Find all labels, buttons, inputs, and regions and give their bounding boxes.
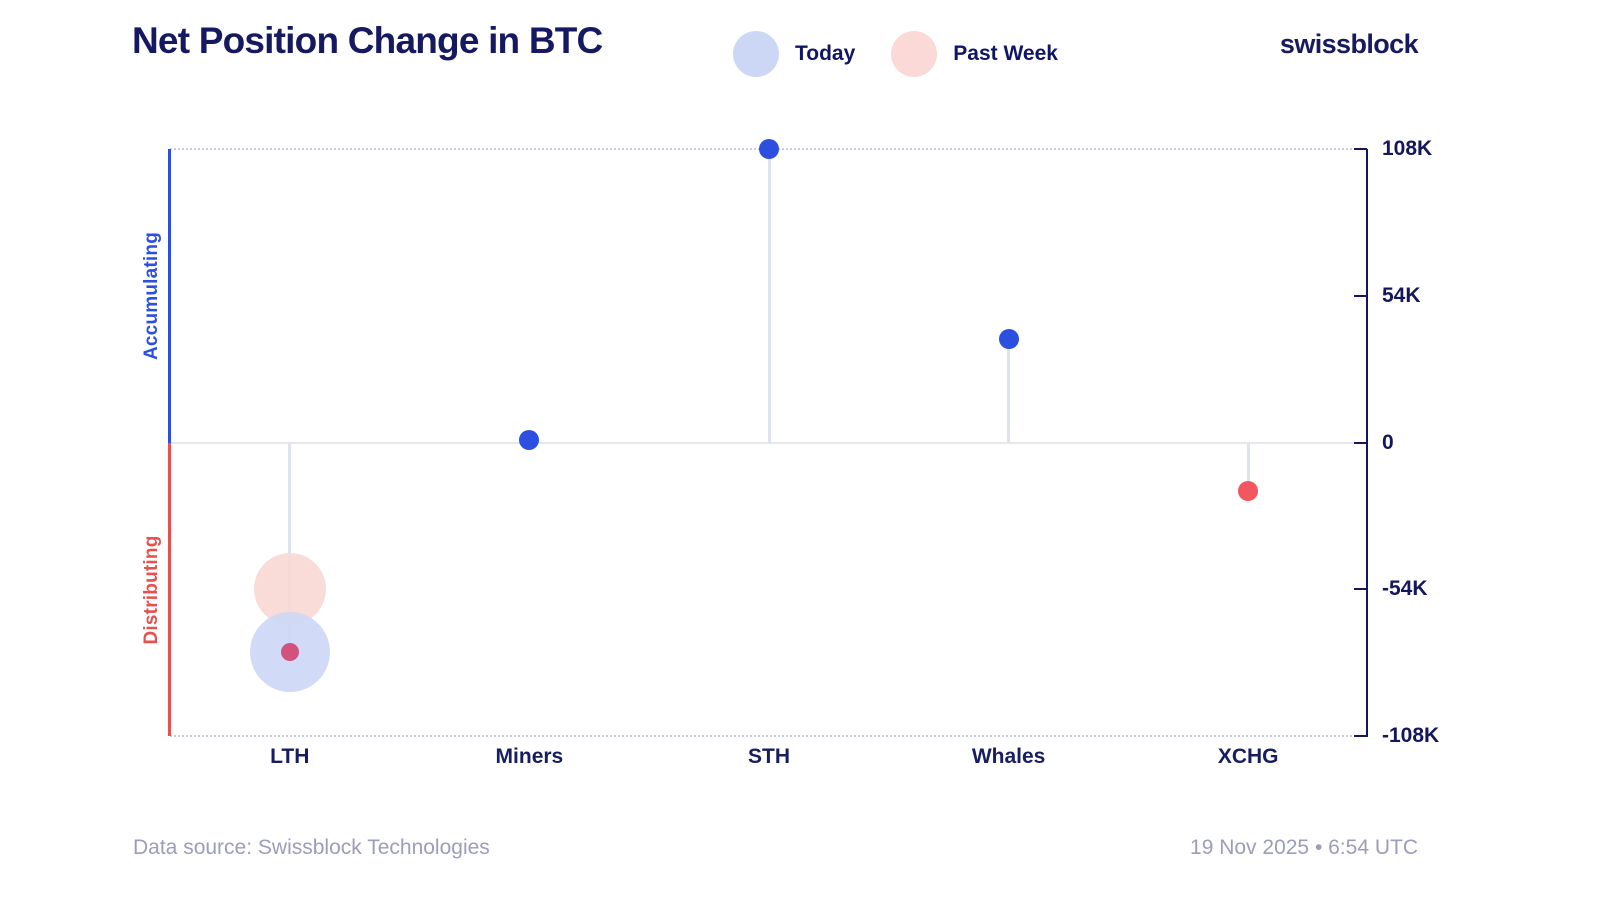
x-axis-label-sth: STH <box>747 745 790 768</box>
zero-line <box>170 442 1368 444</box>
legend-item-today: Today <box>733 31 855 77</box>
left-axis-distributing-segment <box>168 443 171 736</box>
y-axis-tick-label: 108K <box>1382 137 1433 160</box>
past-week-swatch-icon <box>891 31 938 77</box>
y-axis-tick-label: 54K <box>1382 283 1421 307</box>
y-axis-tick <box>1354 735 1367 737</box>
y-axis-tick <box>1354 148 1367 150</box>
legend: Today Past Week <box>733 31 1058 77</box>
swissblock-logo: swissblock <box>1279 29 1419 59</box>
y-axis-tick-label: 0 <box>1382 430 1394 454</box>
y-axis-tick-label: -108K <box>1382 724 1440 747</box>
lollipop-stem <box>767 149 771 443</box>
y-axis-tick <box>1354 294 1367 297</box>
lollipop-stem <box>1246 442 1250 492</box>
lollipop-stem <box>1007 339 1011 443</box>
data-source-text: Data source: Swissblock Technologies <box>133 836 490 859</box>
value-dot-whales <box>998 329 1019 350</box>
lollipop-stem <box>288 442 292 652</box>
x-axis-label-lth: LTH <box>270 745 310 768</box>
right-y-axis <box>1366 149 1368 737</box>
y-axis-tick <box>1354 441 1367 444</box>
gridline-min <box>170 735 1352 737</box>
x-axis-label-whales: Whales <box>971 745 1046 768</box>
y-axis-tick <box>1354 588 1367 591</box>
x-axis-labels: LTH Miners STH Whales XCHG <box>170 745 1368 769</box>
left-axis-accumulating-segment <box>168 149 171 443</box>
timestamp-text: 19 Nov 2025 • 6:54 UTC <box>1190 836 1418 859</box>
accumulating-label: Accumulating <box>141 231 162 361</box>
legend-item-past-week: Past Week <box>891 31 1058 77</box>
x-axis-label-xchg: XCHG <box>1217 745 1279 768</box>
y-axis-tick-label: -54K <box>1382 577 1428 601</box>
distributing-label: Distributing <box>141 535 162 645</box>
legend-label-today: Today <box>795 42 856 65</box>
chart-title: Net Position Change in BTC <box>132 20 603 61</box>
value-dot-xchg <box>1238 481 1259 502</box>
value-dot-lth <box>280 642 299 661</box>
value-dot-sth <box>759 139 779 159</box>
x-axis-label-miners: Miners <box>495 745 564 768</box>
today-swatch-icon <box>733 31 779 77</box>
legend-label-past-week: Past Week <box>953 42 1058 65</box>
value-dot-miners <box>519 429 540 450</box>
